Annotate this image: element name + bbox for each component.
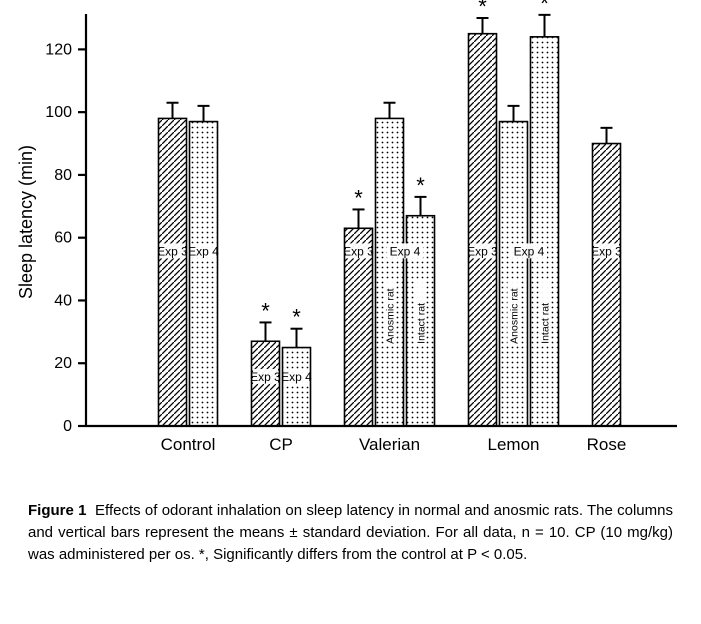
svg-text:Exp 4: Exp 4 [390,244,421,258]
sleep-latency-bar-chart: 020406080100120Sleep latency (min)Exp 3E… [0,0,701,490]
svg-text:Exp 4: Exp 4 [188,244,219,258]
svg-text:*: * [478,0,487,19]
svg-text:*: * [540,0,549,16]
svg-text:Intact rat: Intact rat [416,303,428,344]
svg-text:Exp 4: Exp 4 [281,370,312,384]
svg-text:*: * [416,173,425,198]
svg-text:*: * [261,298,270,323]
svg-text:Exp 3: Exp 3 [591,244,622,258]
svg-text:Sleep latency (min): Sleep latency (min) [16,145,36,299]
svg-text:*: * [354,185,363,210]
svg-text:Exp 3: Exp 3 [250,370,281,384]
figure-caption-text: Effects of odorant inhalation on sleep l… [28,502,673,563]
svg-text:0: 0 [63,418,72,435]
svg-text:80: 80 [54,167,72,184]
svg-text:Control: Control [161,435,216,454]
svg-text:20: 20 [54,355,72,372]
svg-text:Lemon: Lemon [488,435,540,454]
svg-text:100: 100 [45,104,72,121]
svg-text:CP: CP [269,435,293,454]
svg-text:60: 60 [54,230,72,247]
svg-text:Exp 4: Exp 4 [514,244,545,258]
svg-text:Exp 3: Exp 3 [157,244,188,258]
svg-text:40: 40 [54,292,72,309]
svg-text:Valerian: Valerian [359,435,420,454]
svg-text:Intact rat: Intact rat [540,303,552,344]
svg-text:Rose: Rose [587,435,627,454]
svg-text:Exp 3: Exp 3 [343,244,374,258]
figure-number: Figure 1 [28,502,86,519]
figure-caption: Figure 1 Effects of odorant inhalation o… [28,500,673,565]
svg-text:Anosmic rat: Anosmic rat [509,288,521,344]
svg-text:120: 120 [45,41,72,58]
svg-text:Exp 3: Exp 3 [467,244,498,258]
svg-text:Anosmic rat: Anosmic rat [385,288,397,344]
svg-text:*: * [292,305,301,330]
